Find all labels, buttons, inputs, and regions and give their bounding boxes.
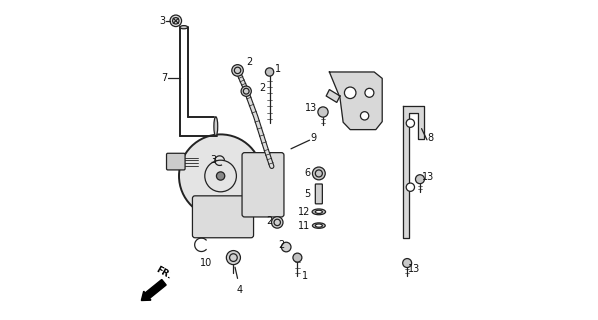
Circle shape [344, 87, 356, 99]
Ellipse shape [214, 117, 218, 136]
Text: 6: 6 [304, 168, 310, 179]
FancyBboxPatch shape [315, 184, 322, 204]
Text: 3: 3 [210, 155, 216, 165]
Circle shape [241, 86, 251, 96]
Ellipse shape [180, 26, 188, 29]
Text: 2: 2 [278, 240, 285, 250]
Circle shape [271, 217, 283, 228]
Circle shape [365, 88, 374, 97]
Circle shape [232, 65, 243, 76]
Ellipse shape [315, 210, 322, 213]
Text: FR.: FR. [154, 265, 173, 281]
Circle shape [402, 259, 411, 268]
FancyBboxPatch shape [242, 153, 284, 217]
Text: 4: 4 [237, 284, 243, 295]
Text: 8: 8 [428, 133, 434, 143]
Circle shape [227, 251, 240, 265]
Text: 1: 1 [275, 64, 281, 74]
FancyBboxPatch shape [193, 196, 254, 238]
Ellipse shape [315, 224, 322, 227]
Text: 10: 10 [200, 258, 212, 268]
Circle shape [406, 119, 414, 127]
Text: 9: 9 [310, 133, 316, 143]
Text: 5: 5 [304, 188, 310, 199]
Circle shape [170, 15, 182, 27]
Circle shape [312, 167, 325, 180]
Text: 12: 12 [298, 207, 310, 217]
FancyArrow shape [141, 279, 166, 300]
Circle shape [266, 68, 274, 76]
Text: 7: 7 [161, 73, 167, 84]
Text: 11: 11 [298, 220, 310, 231]
Text: 3: 3 [159, 16, 165, 26]
Circle shape [293, 253, 302, 262]
Circle shape [361, 112, 369, 120]
Circle shape [318, 107, 328, 117]
Text: 2: 2 [267, 216, 273, 227]
Circle shape [282, 242, 291, 252]
Circle shape [406, 183, 414, 191]
Circle shape [179, 134, 262, 218]
Polygon shape [326, 90, 340, 102]
Text: 2: 2 [259, 83, 266, 93]
Text: 13: 13 [306, 103, 318, 113]
Polygon shape [403, 106, 425, 238]
Ellipse shape [312, 209, 325, 215]
Circle shape [216, 172, 225, 180]
Polygon shape [329, 72, 382, 130]
Circle shape [416, 175, 425, 184]
Text: 13: 13 [422, 172, 434, 182]
Ellipse shape [312, 223, 325, 228]
Text: 1: 1 [301, 271, 308, 281]
Text: 2: 2 [246, 57, 252, 68]
FancyBboxPatch shape [166, 153, 185, 170]
Text: 13: 13 [408, 264, 420, 275]
